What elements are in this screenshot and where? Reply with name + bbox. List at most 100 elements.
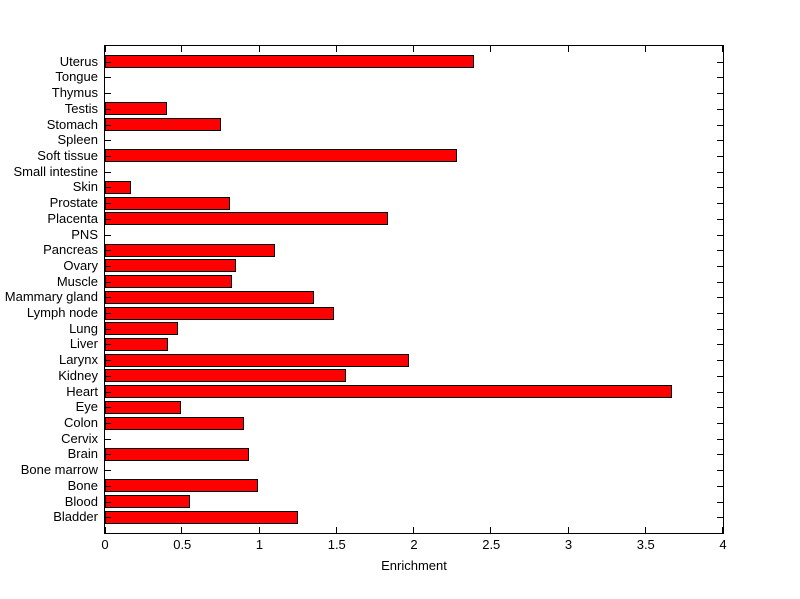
x-tick-label-3.5: 3.5 [636, 537, 655, 552]
y-tick-label-kidney: Kidney [58, 367, 98, 383]
x-tick-top [722, 46, 723, 52]
y-tick-left [105, 266, 111, 267]
y-tick-label-soft-tissue: Soft tissue [37, 147, 98, 163]
y-tick-label-testis: Testis [64, 100, 98, 116]
x-tick-top [181, 46, 182, 52]
bar-testis [105, 102, 167, 116]
y-tick-label-brain: Brain [67, 446, 98, 462]
bar-eye [105, 400, 181, 414]
bar-mammary-gland [105, 290, 314, 304]
y-tick-right [717, 439, 723, 440]
y-tick-left [105, 454, 111, 455]
y-tick-label-larynx: Larynx [58, 352, 98, 368]
y-tick-label-pancreas: Pancreas [43, 242, 98, 258]
y-tick-left [105, 486, 111, 487]
bar-lung [105, 322, 178, 336]
y-tick-right [717, 235, 723, 236]
y-tick-label-heart: Heart [66, 383, 98, 399]
y-tick-left [105, 187, 111, 188]
y-tick-right [717, 517, 723, 518]
x-tick-bottom [336, 527, 337, 533]
y-tick-label-bone-marrow: Bone marrow [20, 462, 98, 478]
y-tick-right [717, 486, 723, 487]
y-tick-right [717, 407, 723, 408]
y-tick-left [105, 376, 111, 377]
y-tick-left [105, 93, 111, 94]
bar-ovary [105, 259, 236, 273]
y-tick-label-lung: Lung [69, 320, 98, 336]
y-tick-label-lymph-node: Lymph node [26, 305, 98, 321]
x-tick-top [336, 46, 337, 52]
y-tick-right [717, 376, 723, 377]
x-tick-bottom [568, 527, 569, 533]
x-tick-label-2: 2 [410, 537, 418, 552]
y-tick-right [717, 266, 723, 267]
x-tick-top [259, 46, 260, 52]
y-tick-left [105, 439, 111, 440]
y-tick-label-cervix: Cervix [61, 430, 98, 446]
y-tick-right [717, 344, 723, 345]
x-tick-label-4: 4 [719, 537, 727, 552]
x-tick-label-1: 1 [255, 537, 264, 552]
y-tick-right [717, 454, 723, 455]
y-tick-label-eye: Eye [75, 399, 98, 415]
y-tick-label-small-intestine: Small intestine [13, 163, 98, 179]
y-tick-label-ovary: Ovary [63, 257, 98, 273]
x-tick-label-3: 3 [564, 537, 573, 552]
y-tick-label-uterus: Uterus [59, 53, 98, 69]
bar-brain [105, 447, 249, 461]
bar-lymph-node [105, 306, 334, 320]
y-tick-right [717, 93, 723, 94]
y-tick-left [105, 172, 111, 173]
x-axis-label: Enrichment [381, 558, 447, 573]
bar-pancreas [105, 243, 275, 257]
y-tick-left [105, 360, 111, 361]
y-tick-right [717, 329, 723, 330]
y-tick-right [717, 250, 723, 251]
y-tick-right [717, 219, 723, 220]
y-tick-right [717, 297, 723, 298]
y-tick-right [717, 313, 723, 314]
x-tick-label-2.5: 2.5 [482, 537, 501, 552]
y-tick-right [717, 282, 723, 283]
bar-placenta [105, 212, 388, 226]
y-tick-left [105, 235, 111, 236]
plot-area [104, 45, 724, 534]
y-tick-left [105, 502, 111, 503]
y-tick-left [105, 140, 111, 141]
y-tick-left [105, 125, 111, 126]
bar-prostate [105, 196, 230, 210]
x-tick-bottom [722, 527, 723, 533]
y-tick-right [717, 187, 723, 188]
y-tick-label-mammary-gland: Mammary gland [4, 289, 98, 305]
y-tick-right [717, 62, 723, 63]
bar-bone [105, 479, 258, 493]
bar-blood [105, 495, 190, 509]
x-tick-top [568, 46, 569, 52]
y-tick-right [717, 392, 723, 393]
y-tick-left [105, 517, 111, 518]
y-tick-left [105, 250, 111, 251]
y-tick-right [717, 360, 723, 361]
y-tick-right [717, 502, 723, 503]
y-tick-label-skin: Skin [72, 179, 98, 195]
y-tick-label-prostate: Prostate [49, 195, 98, 211]
y-tick-label-muscle: Muscle [56, 273, 98, 289]
y-tick-left [105, 470, 111, 471]
x-tick-top [105, 46, 106, 52]
bar-muscle [105, 275, 232, 289]
x-tick-top [645, 46, 646, 52]
bar-bladder [105, 510, 298, 524]
x-tick-label-0.5: 0.5 [173, 537, 192, 552]
y-tick-label-bladder: Bladder [53, 509, 98, 525]
bar-stomach [105, 118, 221, 132]
x-tick-bottom [259, 527, 260, 533]
y-tick-right [717, 203, 723, 204]
x-tick-bottom [413, 527, 414, 533]
y-tick-left [105, 109, 111, 110]
y-tick-label-stomach: Stomach [46, 116, 98, 132]
bar-larynx [105, 353, 409, 367]
y-tick-label-placenta: Placenta [47, 210, 98, 226]
x-tick-top [490, 46, 491, 52]
y-tick-left [105, 329, 111, 330]
